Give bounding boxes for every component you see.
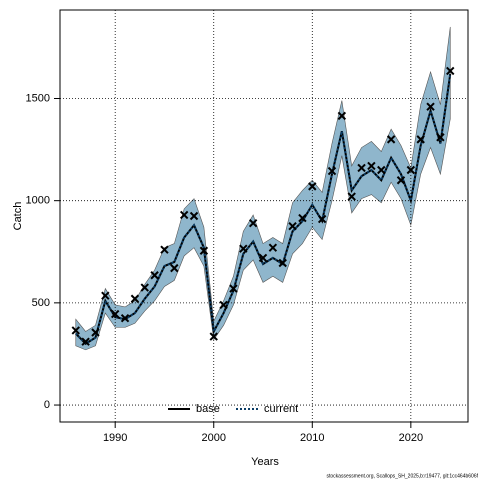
- observed-marker: [248, 218, 258, 228]
- legend-label: current: [264, 403, 298, 415]
- observed-marker: [150, 271, 159, 280]
- observed-marker: [219, 300, 228, 310]
- y-tick-label: 1500: [26, 92, 50, 104]
- y-tick-label: 0: [44, 399, 50, 411]
- footer: stockassessment.org, Scallops_SH_2025,b:…: [327, 473, 479, 479]
- observed-marker: [170, 263, 179, 273]
- observed-marker: [298, 213, 307, 223]
- observed-marker: [446, 66, 455, 76]
- x-tick-label: 2000: [201, 432, 225, 444]
- observed-marker: [160, 245, 169, 254]
- plot-frame: [59, 9, 469, 423]
- x-tick-label: 2020: [399, 432, 423, 444]
- y-axis-label: Catch: [12, 202, 24, 231]
- legend-label: base: [196, 403, 220, 415]
- observed-marker: [367, 161, 376, 171]
- observed-marker: [81, 337, 90, 346]
- observed-marker: [71, 326, 80, 335]
- observed-marker: [396, 176, 406, 185]
- observed-marker: [120, 313, 130, 323]
- observed-marker: [179, 210, 189, 220]
- observed-marker: [91, 328, 100, 337]
- x-axis-label: Years: [251, 456, 279, 468]
- x-tick-label: 2010: [300, 432, 324, 444]
- observed-marker: [337, 111, 347, 121]
- observed-marker: [268, 243, 278, 252]
- observed-marker: [199, 246, 209, 255]
- observed-marker: [327, 166, 337, 176]
- observed-marker: [386, 135, 396, 144]
- confidence-band: [75, 26, 451, 351]
- observed-marker: [229, 284, 238, 293]
- observed-marker: [416, 135, 425, 144]
- observed-marker: [130, 294, 140, 303]
- observed-marker: [209, 332, 218, 341]
- observed-marker: [377, 165, 386, 175]
- observed-marker: [347, 192, 356, 201]
- observed-marker: [140, 283, 149, 292]
- y-tick-label: 1000: [26, 195, 50, 207]
- observed-marker: [101, 291, 110, 300]
- observed-marker: [317, 214, 327, 224]
- observed-marker: [110, 309, 120, 319]
- x-tick-label: 1990: [103, 432, 127, 444]
- observed-marker: [239, 244, 248, 253]
- observed-marker: [189, 211, 199, 221]
- observed-marker: [357, 163, 366, 173]
- series-line: [75, 73, 452, 346]
- observed-marker: [406, 165, 416, 175]
- observed-marker: [288, 222, 297, 231]
- observed-marker: [278, 258, 287, 268]
- observed-marker: [258, 253, 268, 263]
- observed-marker: [308, 182, 317, 191]
- y-tick-label: 500: [32, 297, 50, 309]
- observed-marker: [436, 133, 445, 142]
- observed-marker: [426, 102, 435, 111]
